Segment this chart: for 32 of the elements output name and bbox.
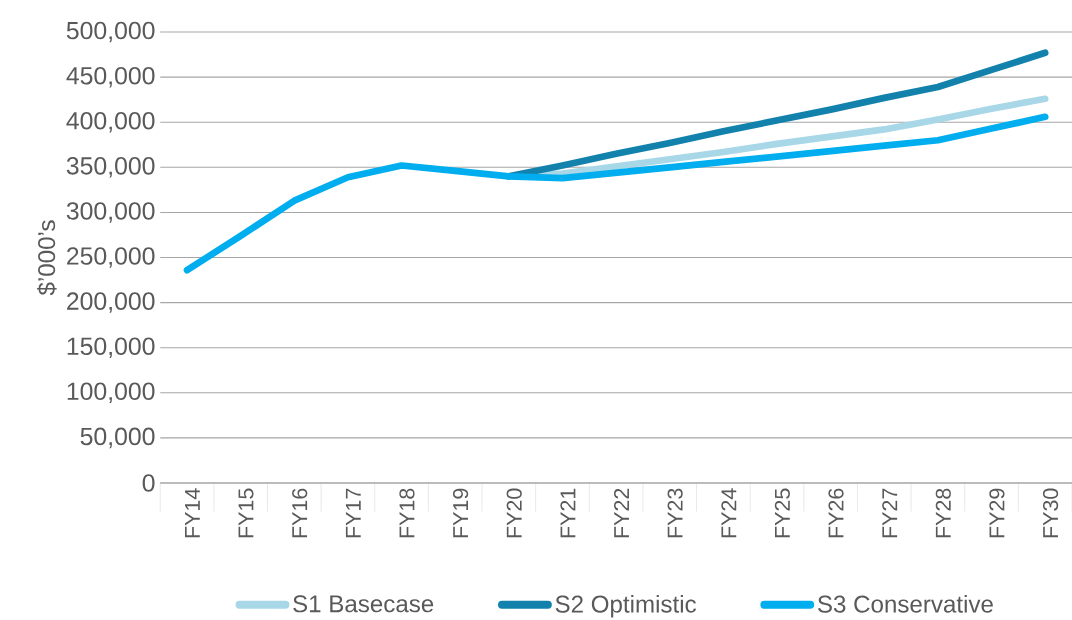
y-tick-label: 500,000 [66, 21, 155, 43]
y-tick-label: 350,000 [66, 157, 155, 178]
y-tick-label: 100,000 [67, 382, 155, 404]
legend-label: S2 Optimistic [555, 594, 697, 618]
x-tick-label: FY19 [452, 488, 469, 538]
y-tick-label: 450,000 [66, 66, 155, 88]
x-tick-label: FY15 [238, 488, 254, 538]
x-tick-label: FY27 [882, 488, 898, 538]
y-tick-label: 250,000 [67, 247, 155, 268]
x-tick-label: FY28 [935, 488, 951, 538]
legend-label: S3 Conservative [817, 594, 993, 613]
legend-label: S1 Basecase [293, 595, 434, 613]
x-tick-label: FY20 [506, 488, 522, 538]
x-tick-label: FY17 [345, 488, 361, 538]
y-tick-label: 0 [142, 474, 155, 492]
y-axis-title: $’000’s [37, 220, 57, 296]
x-tick-label: FY30 [1042, 488, 1059, 538]
y-tick-label: 400,000 [66, 112, 155, 133]
x-tick-label: FY21 [560, 488, 576, 538]
x-tick-label: FY25 [774, 488, 790, 538]
x-tick-label: FY29 [989, 488, 1005, 538]
x-tick-label: FY23 [667, 488, 683, 538]
y-tick-label: 200,000 [67, 292, 155, 313]
x-tick-label: FY24 [721, 488, 737, 538]
x-tick-label: FY14 [185, 488, 200, 538]
x-tick-label: FY18 [399, 488, 415, 538]
y-tick-label: 50,000 [80, 427, 155, 449]
x-tick-label: FY16 [292, 488, 308, 538]
x-tick-label: FY22 [613, 488, 629, 538]
y-tick-label: 150,000 [67, 337, 155, 358]
y-tick-label: 300,000 [66, 202, 155, 223]
x-tick-label: FY26 [828, 488, 844, 538]
